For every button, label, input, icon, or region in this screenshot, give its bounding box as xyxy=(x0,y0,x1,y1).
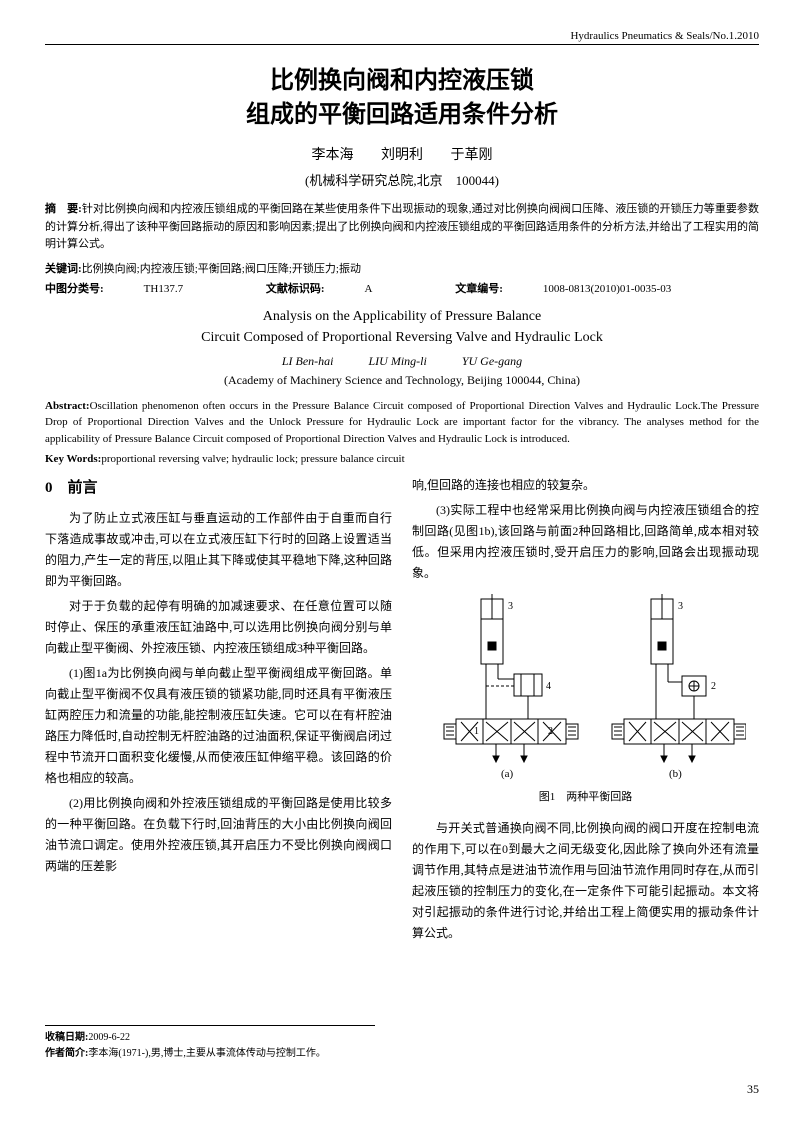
abstract-en-text: Oscillation phenomenon often occurs in t… xyxy=(45,400,759,445)
svg-text:3: 3 xyxy=(508,601,513,612)
journal-header: Hydraulics Pneumatics & Seals/No.1.2010 xyxy=(45,30,759,45)
title-cn: 比例换向阀和内控液压锁 组成的平衡回路适用条件分析 xyxy=(45,65,759,132)
article-label: 文章编号: xyxy=(455,283,503,295)
page-number: 35 xyxy=(747,1082,759,1097)
author-bio-val: 李本海(1971-),男,博士,主要从事流体传动与控制工作。 xyxy=(88,1048,326,1059)
keywords-cn-text: 比例换向阀;内控液压锁;平衡回路;阀口压降;开锁压力;振动 xyxy=(82,263,361,275)
author-1: 李本海 xyxy=(312,148,354,163)
keywords-cn-label: 关键词: xyxy=(45,263,82,275)
keywords-en-text: proportional reversing valve; hydraulic … xyxy=(101,453,404,465)
author-en-1: LI Ben-hai xyxy=(282,354,334,368)
title-en: Analysis on the Applicability of Pressur… xyxy=(45,306,759,348)
svg-text:3: 3 xyxy=(678,601,683,612)
affiliation-cn: (机械科学研究总院,北京 100044) xyxy=(45,170,759,189)
class-val: TH137.7 xyxy=(144,283,183,295)
received-val: 2009-6-22 xyxy=(88,1032,130,1043)
para-5: 响,但回路的连接也相应的较复杂。 xyxy=(412,475,759,496)
section-0-heading: 0 前言 xyxy=(45,475,392,501)
title-cn-line1: 比例换向阀和内控液压锁 xyxy=(270,68,534,94)
article-val: 1008-0813(2010)01-0035-03 xyxy=(543,283,671,295)
author-2: 刘明利 xyxy=(381,148,423,163)
title-cn-line2: 组成的平衡回路适用条件分析 xyxy=(246,102,558,128)
svg-text:4: 4 xyxy=(546,681,551,692)
abstract-cn-text: 针对比例换向阀和内控液压锁组成的平衡回路在某些使用条件下出现振动的现象,通过对比… xyxy=(45,203,759,250)
authors-en: LI Ben-hai LIU Ming-li YU Ge-gang xyxy=(45,354,759,369)
figure-1-caption: 图1 两种平衡回路 xyxy=(412,788,759,807)
svg-text:(b): (b) xyxy=(669,768,682,780)
column-right: 响,但回路的连接也相应的较复杂。 (3)实际工程中也经常采用比例换向阀与内控液压… xyxy=(412,475,759,947)
para-2: 对于于负载的起停有明确的加减速要求、在任意位置可以随时停止、保压的承重液压缸油路… xyxy=(45,596,392,659)
abstract-en-label: Abstract: xyxy=(45,400,90,412)
title-en-line1: Analysis on the Applicability of Pressur… xyxy=(263,309,541,324)
meta-line: 中图分类号: TH137.7 文献标识码: A 文章编号: 1008-0813(201… xyxy=(45,280,759,296)
abstract-en: Abstract:Oscillation phenomenon often oc… xyxy=(45,398,759,448)
para-6: (3)实际工程中也经常采用比例换向阀与内控液压锁组合的控制回路(见图1b),该回… xyxy=(412,500,759,584)
doc-val: A xyxy=(365,283,373,295)
author-bio-label: 作者简介: xyxy=(45,1048,88,1059)
keywords-en: Key Words:proportional reversing valve; … xyxy=(45,453,759,465)
para-7: 与开关式普通换向阀不同,比例换向阀的阀口开度在控制电流的作用下,可以在0到最大之… xyxy=(412,818,759,944)
body-columns: 0 前言 为了防止立式液压缸与垂直运动的工作部件由于自重而自行下落造成事故或冲击… xyxy=(45,475,759,947)
circuit-diagram-icon: 1 2 3 4 (a) xyxy=(426,594,746,784)
svg-text:1: 1 xyxy=(474,726,479,737)
column-left: 0 前言 为了防止立式液压缸与垂直运动的工作部件由于自重而自行下落造成事故或冲击… xyxy=(45,475,392,947)
author-en-3: YU Ge-gang xyxy=(462,354,522,368)
para-1: 为了防止立式液压缸与垂直运动的工作部件由于自重而自行下落造成事故或冲击,可以在立… xyxy=(45,508,392,592)
keywords-en-label: Key Words: xyxy=(45,453,101,465)
abstract-cn: 摘 要:针对比例换向阀和内控液压锁组成的平衡回路在某些使用条件下出现振动的现象,… xyxy=(45,201,759,254)
authors-cn: 李本海 刘明利 于革刚 xyxy=(45,144,759,164)
svg-text:2: 2 xyxy=(711,681,716,692)
svg-text:(a): (a) xyxy=(501,768,514,780)
para-4: (2)用比例换向阀和外控液压锁组成的平衡回路是使用比较多的一种平衡回路。在负载下… xyxy=(45,793,392,877)
svg-text:2: 2 xyxy=(548,726,553,737)
figure-1: 1 2 3 4 (a) xyxy=(412,594,759,807)
affiliation-en: (Academy of Machinery Science and Techno… xyxy=(45,373,759,388)
keywords-cn: 关键词:比例换向阀;内控液压锁;平衡回路;阀口压降;开锁压力;振动 xyxy=(45,260,759,276)
abstract-cn-label: 摘 要: xyxy=(45,203,82,215)
title-en-line2: Circuit Composed of Proportional Reversi… xyxy=(201,330,603,345)
para-3: (1)图1a为比例换向阀与单向截止型平衡阀组成平衡回路。单向截止型平衡阀不仅具有… xyxy=(45,663,392,789)
class-label: 中图分类号: xyxy=(45,283,104,295)
doc-label: 文献标识码: xyxy=(266,283,325,295)
footer-info: 收稿日期:2009-6-22 作者简介:李本海(1971-),男,博士,主要从事… xyxy=(45,1025,375,1062)
received-label: 收稿日期: xyxy=(45,1032,88,1043)
author-3: 于革刚 xyxy=(451,148,493,163)
author-en-2: LIU Ming-li xyxy=(368,354,426,368)
